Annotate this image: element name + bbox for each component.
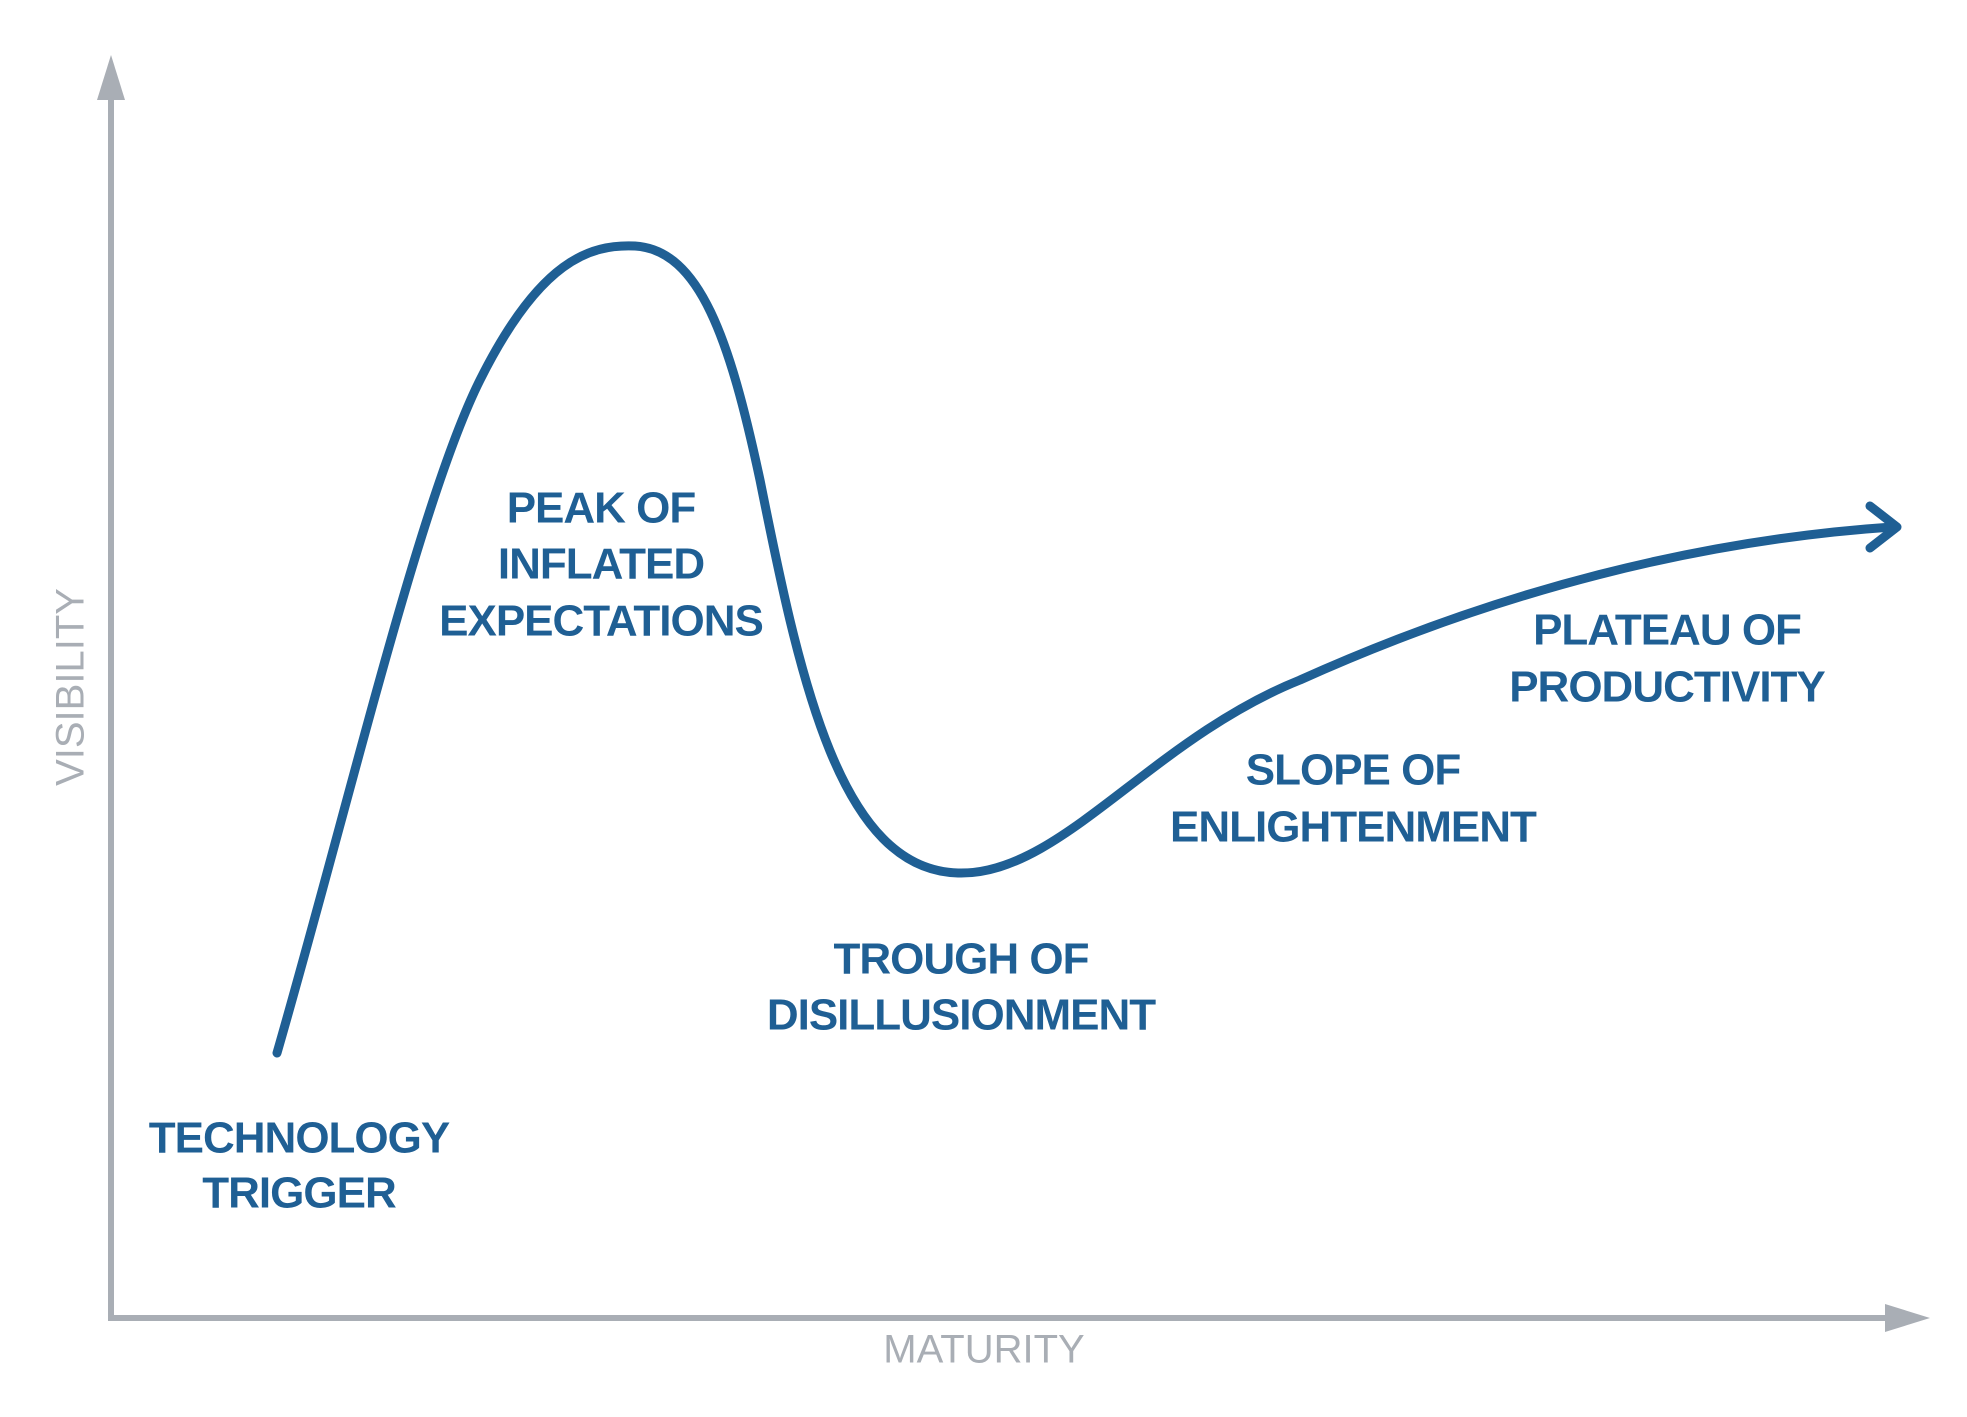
x-axis-label: MATURITY (883, 1328, 1084, 1372)
x-axis-arrow (1885, 1304, 1930, 1332)
phase-label: PRODUCTIVITY (1509, 663, 1825, 712)
phase-label: ENLIGHTENMENT (1170, 803, 1537, 852)
hype-curve (272, 241, 1897, 1058)
phase-label: DISILLUSIONMENT (767, 991, 1156, 1040)
phase-label: TECHNOLOGY (149, 1114, 450, 1163)
phase-label: TRIGGER (202, 1169, 396, 1218)
phase-label: PLATEAU OF (1533, 606, 1801, 655)
phase-label: INFLATED (498, 540, 704, 589)
curve-arrow (1865, 501, 1902, 553)
phase-label: EXPECTATIONS (439, 597, 763, 646)
phase-label: PEAK OF (507, 484, 696, 533)
y-axis-label: VISIBILITY (49, 588, 93, 786)
phase-label: TROUGH OF (834, 935, 1089, 984)
phase-label: SLOPE OF (1246, 746, 1461, 795)
y-axis-arrow (97, 55, 125, 100)
